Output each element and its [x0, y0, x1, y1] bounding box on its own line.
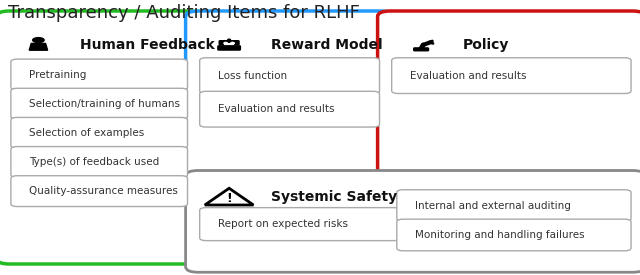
FancyBboxPatch shape [11, 59, 188, 90]
FancyBboxPatch shape [378, 11, 640, 176]
FancyBboxPatch shape [11, 176, 188, 207]
Circle shape [228, 39, 230, 40]
Text: Transparency / Auditing Items for RLHF: Transparency / Auditing Items for RLHF [8, 4, 360, 22]
Circle shape [33, 38, 44, 43]
Text: !: ! [227, 192, 232, 205]
FancyBboxPatch shape [413, 48, 429, 51]
FancyBboxPatch shape [397, 190, 631, 221]
FancyBboxPatch shape [397, 219, 631, 251]
FancyBboxPatch shape [219, 41, 239, 45]
Text: Monitoring and handling failures: Monitoring and handling failures [415, 230, 584, 240]
Text: Selection/training of humans: Selection/training of humans [29, 99, 180, 109]
FancyBboxPatch shape [11, 147, 188, 177]
Text: Internal and external auditing: Internal and external auditing [415, 200, 571, 211]
FancyBboxPatch shape [186, 170, 640, 272]
FancyBboxPatch shape [186, 11, 394, 176]
Text: Evaluation and results: Evaluation and results [410, 71, 526, 81]
Text: Loss function: Loss function [218, 71, 287, 81]
FancyBboxPatch shape [218, 46, 241, 50]
FancyBboxPatch shape [200, 58, 380, 94]
FancyBboxPatch shape [0, 11, 202, 264]
FancyBboxPatch shape [11, 88, 188, 119]
FancyBboxPatch shape [392, 58, 631, 94]
FancyBboxPatch shape [200, 91, 380, 127]
Text: Quality-assurance measures: Quality-assurance measures [29, 186, 178, 196]
Text: Report on expected risks: Report on expected risks [218, 219, 348, 229]
Text: Selection of examples: Selection of examples [29, 128, 144, 138]
Circle shape [231, 42, 234, 44]
Text: Human Feedback: Human Feedback [80, 39, 215, 52]
Circle shape [224, 42, 227, 44]
Text: Type(s) of feedback used: Type(s) of feedback used [29, 157, 159, 167]
Polygon shape [29, 43, 47, 50]
FancyBboxPatch shape [11, 117, 188, 148]
Text: Pretraining: Pretraining [29, 70, 86, 79]
Text: Systemic Safety: Systemic Safety [271, 190, 397, 203]
FancyBboxPatch shape [200, 208, 400, 241]
Text: Evaluation and results: Evaluation and results [218, 104, 334, 114]
Text: Policy: Policy [463, 39, 509, 52]
Text: Reward Model: Reward Model [271, 39, 382, 52]
